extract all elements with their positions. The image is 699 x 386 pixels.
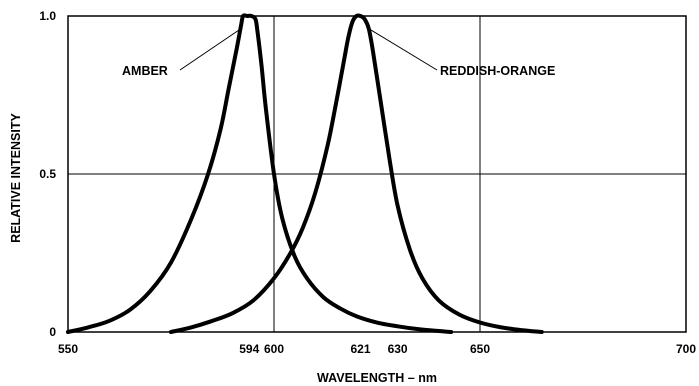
y-axis-title: RELATIVE INTENSITY <box>9 113 23 243</box>
plot-frame <box>67 15 687 333</box>
series-line-amber <box>66 13 454 334</box>
annotation-label-reddish-orange: REDDISH-ORANGE <box>440 64 555 78</box>
x-tick-label-700: 700 <box>676 342 696 356</box>
tick-layer: 550 594 600 621 630 650 700 0 0.5 1.0 <box>39 9 696 356</box>
x-tick-label-550: 550 <box>58 342 78 356</box>
x-axis-title: WAVELENGTH – nm <box>317 371 437 385</box>
x-tick-label-630: 630 <box>388 342 408 356</box>
x-tick-label-650: 650 <box>470 342 490 356</box>
x-tick-label-600: 600 <box>264 342 284 356</box>
x-tick-label-594: 594 <box>239 342 259 356</box>
y-tick-label-1: 1.0 <box>39 9 56 23</box>
y-tick-label-0: 0 <box>49 325 56 339</box>
x-tick-label-621: 621 <box>351 342 371 356</box>
annotation-leader-reddish-orange <box>368 28 438 71</box>
y-tick-label-0-5: 0.5 <box>39 167 56 181</box>
frame-layer <box>67 15 687 333</box>
annotation-label-amber: AMBER <box>122 64 168 78</box>
annotation-leader-amber <box>179 28 242 71</box>
annotation-layer: AMBER REDDISH-ORANGE <box>122 28 555 78</box>
